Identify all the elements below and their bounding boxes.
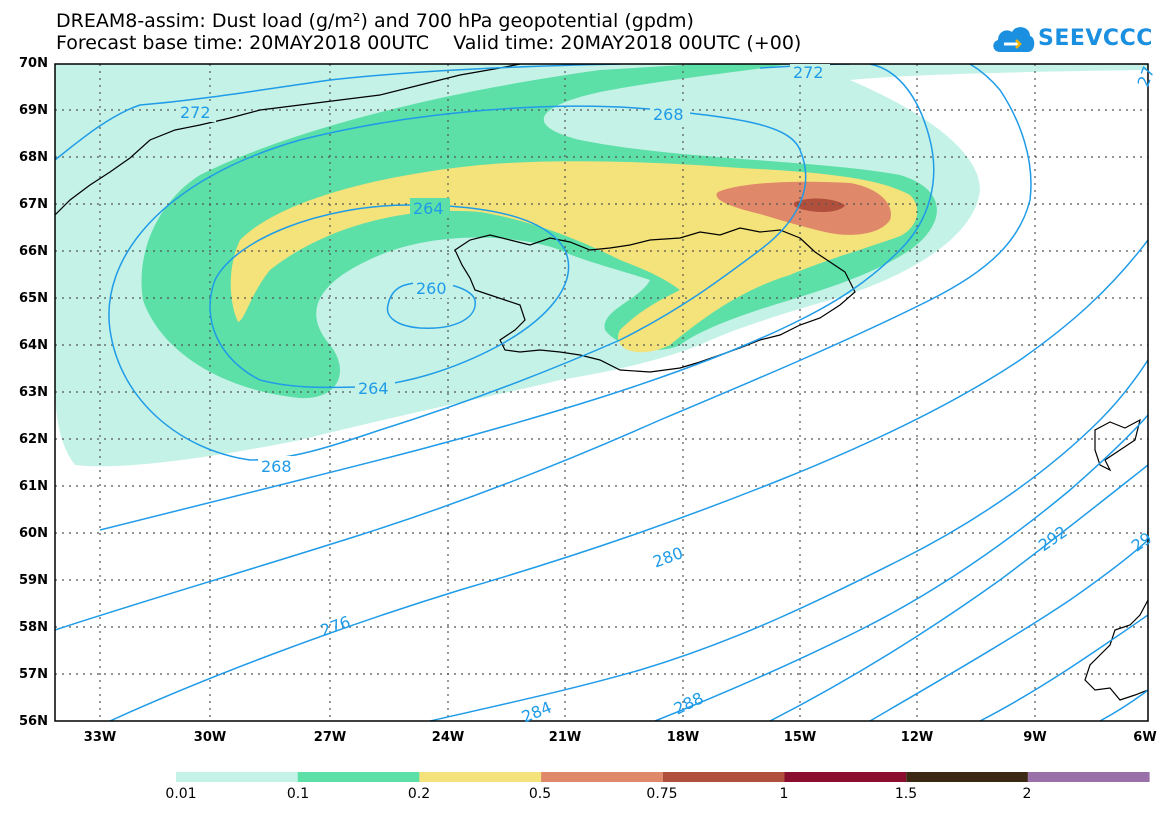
lat-label: 67N [19, 197, 48, 212]
colorbar-swatch [784, 772, 907, 782]
scotland-coast [1084, 599, 1148, 701]
lon-label: 18W [666, 730, 700, 745]
logo-text: SEEVCCC [1038, 26, 1153, 51]
lat-label: 65N [19, 291, 48, 306]
contour-268 [108, 105, 807, 461]
colorbar-label: 0.1 [286, 786, 310, 802]
contour-296 [869, 539, 1148, 721]
geopotential-contours [55, 64, 1148, 721]
colorbar-swatch [176, 772, 298, 782]
contour-label: 264 [413, 199, 444, 218]
contour-280 [109, 239, 1148, 721]
contour-label: 264 [358, 379, 389, 398]
contour-292 [769, 464, 1148, 721]
seevccc-logo: SEEVCCC [990, 20, 1160, 60]
dust-area-0.75 [793, 198, 845, 213]
lon-label: 24W [431, 730, 465, 745]
dust-area-0.1 [141, 64, 937, 399]
lat-label: 64N [19, 338, 48, 353]
faroe-coast [1094, 418, 1141, 472]
contour-label: 29 [1128, 528, 1156, 555]
colorbar-swatch [906, 772, 1028, 782]
lat-label: 62N [19, 432, 48, 447]
colorbar-label: 0.2 [407, 786, 431, 802]
lon-label: 15W [783, 730, 817, 745]
lon-label: 12W [900, 730, 934, 745]
lon-label: 27W [313, 730, 347, 745]
contour-304 [1099, 689, 1148, 721]
lon-label: 9W [1023, 730, 1047, 745]
dust-area-0.01-north [55, 64, 460, 120]
colorbar-label: 0.75 [646, 786, 678, 802]
lat-label: 66N [19, 244, 48, 259]
colorbar-label: 1 [779, 786, 789, 802]
contour-label: 276 [318, 612, 353, 640]
map-frame [54, 63, 1149, 722]
colorbar-label: 0.01 [165, 786, 197, 802]
lat-label: 60N [19, 526, 48, 541]
iceland-coast [454, 227, 856, 373]
greenland-coast [55, 64, 521, 216]
contour-label: 284 [519, 698, 554, 727]
contour-288 [654, 414, 1148, 721]
chart-title: DREAM8-assim: Dust load (g/m²) and 700 h… [56, 10, 694, 32]
colorbar-label: 2 [1022, 786, 1032, 802]
lat-label: 61N [19, 479, 48, 494]
colorbar-swatch [662, 772, 785, 782]
coastlines [55, 64, 1148, 701]
lat-label: 57N [19, 667, 48, 682]
colorbar-swatch [541, 772, 663, 782]
lon-label: 21W [548, 730, 582, 745]
contour-300 [979, 614, 1148, 721]
contour-label: 268 [261, 457, 292, 476]
contour-260 [386, 281, 476, 329]
lat-label: 59N [19, 573, 48, 588]
chart-subtitle: Forecast base time: 20MAY2018 00UTC Vali… [56, 32, 802, 54]
contour-276 [55, 64, 1032, 631]
colorbar-swatch [1027, 772, 1150, 782]
cloud-logo-icon [993, 27, 1035, 52]
colorbar [176, 772, 1150, 782]
lat-label: 70N [19, 56, 48, 71]
grid-lines [55, 64, 1148, 721]
lat-label: 56N [19, 714, 48, 729]
lat-label: 68N [19, 150, 48, 165]
colorbar-label: 0.5 [528, 786, 552, 802]
lat-label: 63N [19, 385, 48, 400]
lat-label: 69N [19, 103, 48, 118]
colorbar-swatch [297, 772, 420, 782]
contour-label: 272 [793, 63, 824, 82]
lon-label: 30W [193, 730, 227, 745]
contour-label: 288 [671, 688, 707, 718]
lon-label: 6W [1133, 730, 1157, 745]
colorbar-swatch [419, 772, 542, 782]
contour-label: 268 [653, 105, 684, 124]
contour-label: 272 [180, 103, 211, 122]
contour-label: 260 [416, 279, 447, 298]
contour-label: 280 [650, 543, 685, 571]
lat-label: 58N [19, 620, 48, 635]
contour-284 [429, 359, 1148, 721]
lon-label: 33W [83, 730, 117, 745]
colorbar-label: 1.5 [894, 786, 918, 802]
